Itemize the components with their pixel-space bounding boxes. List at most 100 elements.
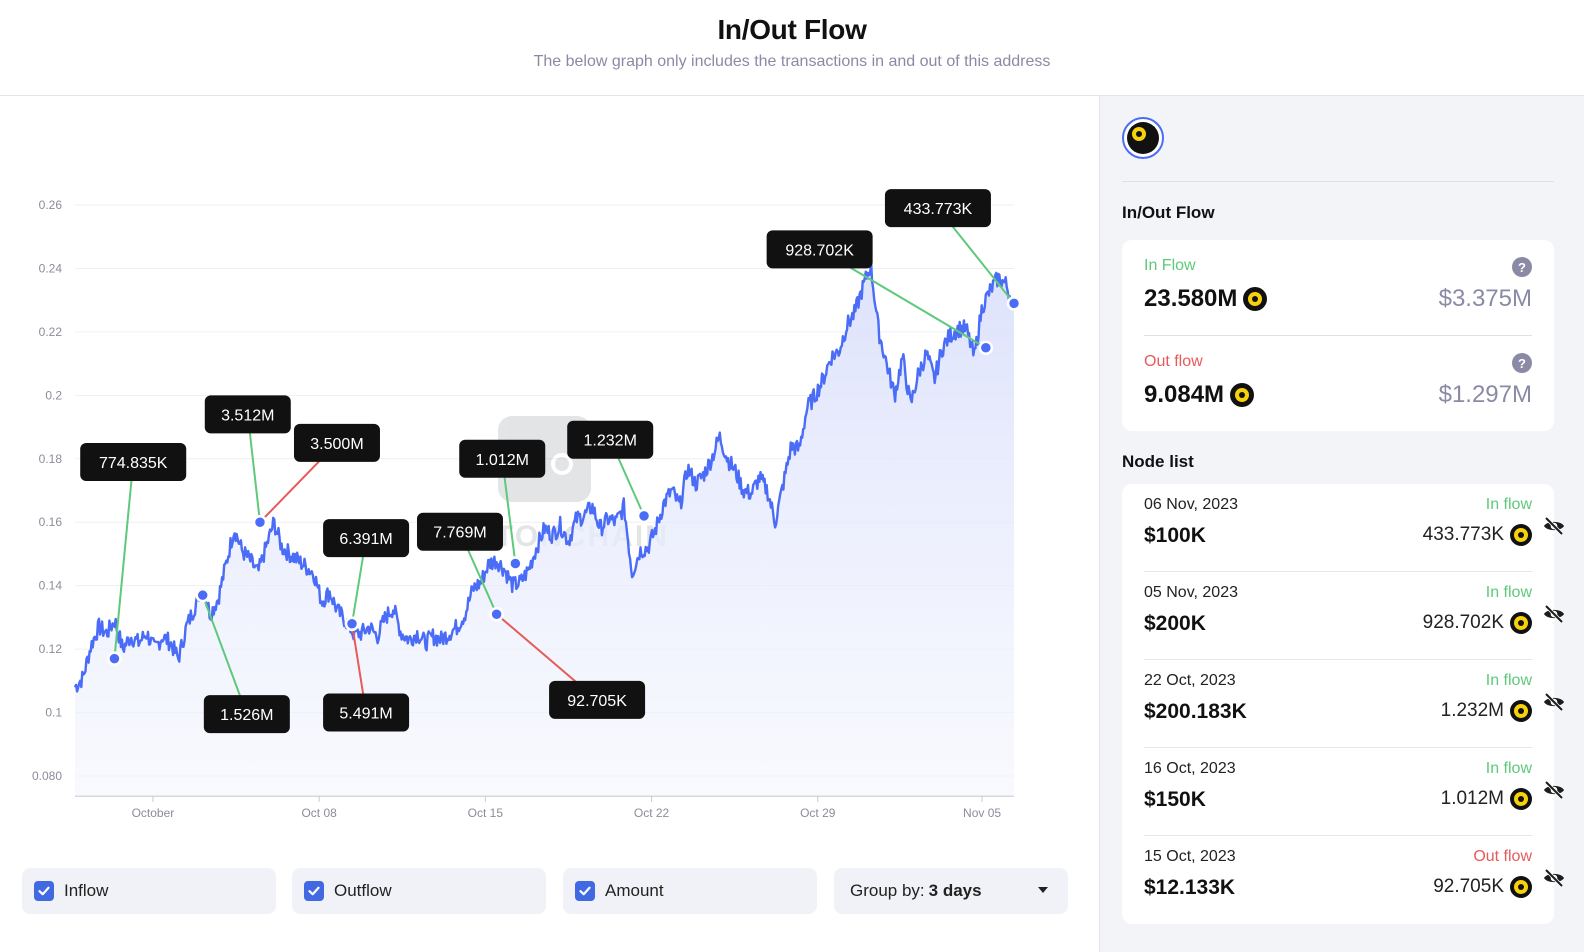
sidebar: In/Out Flow In Flow ? 23.580M $3.375M Ou… <box>1099 96 1584 952</box>
annotation-label: 433.773K <box>904 201 973 218</box>
node-date: 05 Nov, 2023 <box>1144 584 1238 601</box>
node-date: 22 Oct, 2023 <box>1144 672 1236 689</box>
node-amount: 928.702K <box>1423 612 1532 634</box>
y-tick-label: 0.12 <box>39 642 63 656</box>
flow-annotation[interactable]: 3.512M <box>204 395 291 530</box>
checkbox-checked-icon[interactable] <box>575 881 595 901</box>
page-title: In/Out Flow <box>717 14 867 45</box>
y-tick-label: 0.26 <box>39 198 63 212</box>
inflow-label: Inflow <box>64 881 109 900</box>
annotation-label-bg <box>203 695 290 734</box>
node-date: 16 Oct, 2023 <box>1144 760 1236 777</box>
ton-coin-icon <box>1230 383 1255 407</box>
flow-chart[interactable]: 0.26 0.24 0.22 0.2 0.18 0.16 0.14 0.12 0.1 0.080 O… <box>0 96 1100 856</box>
x-tick-label: Oct 29 <box>800 806 836 820</box>
node-amount: 433.773K <box>1423 524 1532 546</box>
x-tick-label: Oct 08 <box>301 806 337 820</box>
groupby-select[interactable]: Group by: 3 days <box>834 868 1068 914</box>
annotation-point <box>489 606 504 622</box>
ton-coin-icon <box>1127 122 1159 154</box>
list-item[interactable]: 06 Nov, 2023 $100K In flow 433.773K <box>1144 484 1564 572</box>
divider <box>1144 335 1532 336</box>
help-icon[interactable]: ? <box>1512 353 1532 373</box>
ton-coin-icon <box>1510 700 1532 722</box>
list-item[interactable]: 22 Oct, 2023 $200.183K In flow 1.232M <box>1144 660 1564 748</box>
annotation-point <box>508 556 523 571</box>
list-item[interactable]: 05 Nov, 2023 $200K In flow 928.702K <box>1144 572 1564 660</box>
annotation-point <box>252 514 268 530</box>
flow-annotation[interactable]: 1.232M <box>567 420 654 524</box>
inflow-summary-amount: 23.580M <box>1144 285 1268 313</box>
page-header: In/Out Flow The below graph only include… <box>0 0 1584 96</box>
divider <box>1122 181 1554 182</box>
flow-annotation[interactable]: 1.012M <box>459 439 546 571</box>
ton-coin-icon <box>1510 612 1532 634</box>
amount-toggle[interactable]: Amount <box>563 868 817 914</box>
eye-off-icon[interactable] <box>1542 778 1566 802</box>
inflow-amount-value: 23.580M <box>1144 285 1238 312</box>
flow-annotation[interactable]: 928.702K <box>766 230 994 355</box>
node-type: In flow <box>1485 760 1532 777</box>
annotation-point <box>1006 296 1022 311</box>
ton-coin-icon <box>1510 788 1532 810</box>
list-item[interactable]: 15 Oct, 2023 $12.133K Out flow 92.705K <box>1144 836 1564 924</box>
outflow-toggle[interactable]: Outflow <box>292 868 546 914</box>
node-amount-value: 928.702K <box>1422 612 1504 633</box>
ton-coin-icon <box>1510 524 1532 546</box>
flow-annotation[interactable]: 7.769M <box>416 512 504 622</box>
outflow-summary-amount: 9.084M <box>1144 381 1255 409</box>
flow-section-title: In/Out Flow <box>1122 203 1215 222</box>
node-amount-value: 92.705K <box>1433 876 1504 897</box>
annotation-point <box>636 508 652 524</box>
flow-annotation[interactable]: 5.491M <box>323 616 410 732</box>
flow-annotation[interactable]: 1.526M <box>195 587 290 734</box>
annotation-point <box>978 340 994 355</box>
token-logo <box>1122 117 1164 159</box>
y-tick-label: 0.14 <box>39 579 63 593</box>
node-date: 06 Nov, 2023 <box>1144 496 1238 513</box>
annotation-label-bg <box>766 230 873 269</box>
flow-annotation[interactable]: 433.773K <box>884 189 1022 311</box>
node-type: In flow <box>1485 584 1532 601</box>
eye-off-icon[interactable] <box>1542 866 1566 890</box>
groupby-label: Group by: <box>850 881 925 900</box>
y-tick-label: 0.080 <box>32 769 62 783</box>
node-amount: 1.232M <box>1441 700 1532 722</box>
flow-annotation[interactable]: 3.500M <box>252 423 380 530</box>
y-tick-label: 0.16 <box>39 515 63 529</box>
flow-annotation[interactable]: 92.705K <box>489 606 646 719</box>
node-amount: 92.705K <box>1433 876 1532 898</box>
inflow-toggle[interactable]: Inflow <box>22 868 276 914</box>
annotation-label: 1.232M <box>584 433 637 450</box>
eye-off-icon[interactable] <box>1542 514 1566 538</box>
annotation-label: 1.012M <box>476 452 529 469</box>
annotation-label-bg <box>459 439 546 478</box>
groupby-value: 3 days <box>928 881 982 900</box>
node-usd: $200K <box>1144 612 1206 635</box>
x-tick-label: Nov 05 <box>963 806 1001 820</box>
checkbox-checked-icon[interactable] <box>34 881 54 901</box>
eye-off-icon[interactable] <box>1542 690 1566 714</box>
eye-off-icon[interactable] <box>1542 602 1566 626</box>
annotation-label: 3.500M <box>310 436 363 453</box>
annotation-label: 774.835K <box>99 455 168 472</box>
node-type: In flow <box>1485 672 1532 689</box>
annotation-label: 6.391M <box>339 531 392 548</box>
ton-coin-icon <box>1243 287 1268 311</box>
annotation-label: 7.769M <box>433 525 486 542</box>
outflow-label: Outflow <box>334 881 392 900</box>
annotation-label-bg <box>204 395 291 434</box>
chart-controls: Inflow Outflow Amount Group by: 3 days <box>22 868 1082 914</box>
checkbox-checked-icon[interactable] <box>304 881 324 901</box>
y-tick-label: 0.18 <box>39 452 63 466</box>
annotation-label: 92.705K <box>567 693 627 710</box>
x-tick-label: October <box>132 806 175 820</box>
outflow-summary: Out flow ? 9.084M $1.297M <box>1144 353 1532 413</box>
inflow-summary-usd: $3.375M <box>1438 285 1532 312</box>
annotation-connector <box>113 461 135 659</box>
help-icon[interactable]: ? <box>1512 257 1532 277</box>
amount-label: Amount <box>605 881 664 900</box>
flow-annotation[interactable]: 774.835K <box>80 442 187 666</box>
list-item[interactable]: 16 Oct, 2023 $150K In flow 1.012M <box>1144 748 1564 836</box>
annotation-label-bg <box>293 423 380 462</box>
